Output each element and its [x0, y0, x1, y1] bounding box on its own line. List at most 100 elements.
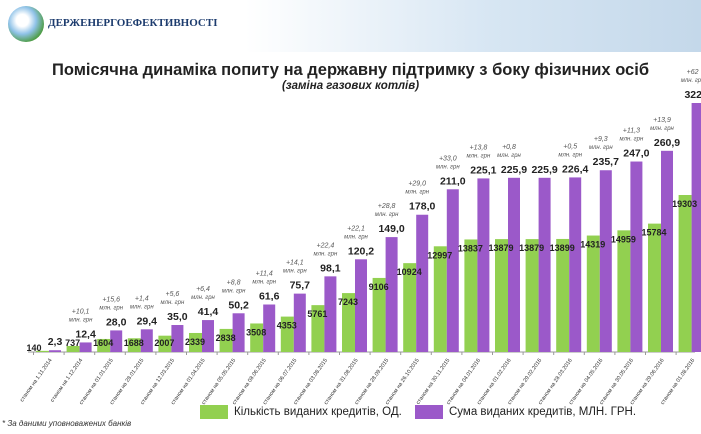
- x-tick-label: станом на 04.01.2016: [446, 358, 482, 406]
- delta-label: +8,8: [227, 279, 241, 286]
- header-band: [0, 0, 701, 52]
- x-tick-label: станом на 05.05.2015: [201, 358, 237, 406]
- sum-label: 225,9: [501, 164, 527, 176]
- delta-unit: млн. грн: [589, 145, 613, 151]
- sum-label: 120,2: [348, 245, 374, 257]
- delta-unit: млн. грн: [681, 78, 701, 84]
- count-label: 14959: [611, 234, 636, 244]
- bar-sum: [691, 103, 701, 352]
- sum-label: 225,1: [470, 164, 496, 176]
- x-tick-label: станом на 06.07.2015: [262, 358, 298, 406]
- delta-unit: млн. грн: [130, 304, 154, 310]
- delta-label: +33,0: [439, 155, 457, 162]
- bar-sum: [355, 259, 367, 352]
- delta-label: +10,1: [72, 308, 90, 315]
- sum-label: 247,0: [623, 148, 649, 160]
- delta-label: +0,5: [563, 143, 577, 150]
- sum-label: 322,9: [684, 89, 701, 101]
- sum-label: 61,6: [259, 290, 280, 302]
- delta-unit: млн. грн: [558, 152, 582, 158]
- delta-label: +13,8: [470, 144, 488, 151]
- sum-label: 226,4: [562, 163, 588, 175]
- sum-label: 28,0: [106, 316, 127, 328]
- count-label: 13899: [550, 243, 575, 253]
- x-tick-label: станом на 01.08.2016: [660, 358, 696, 406]
- count-label: 14319: [580, 240, 605, 250]
- count-label: 4353: [277, 321, 297, 331]
- delta-label: +14,1: [286, 260, 304, 267]
- bar-sum: [263, 304, 276, 352]
- bar-sum: [508, 177, 520, 352]
- bar-sum: [202, 320, 214, 352]
- sum-label: 149,0: [378, 223, 404, 235]
- sum-label: 50,2: [228, 299, 249, 311]
- chart-title: Помісячна динаміка попиту на державну пі…: [51, 61, 650, 79]
- delta-unit: млн. грн: [191, 295, 215, 301]
- x-tick-label: станом на 28.09.2015: [354, 358, 390, 406]
- legend-label: Кількість виданих кредитів, ОД.: [234, 406, 402, 418]
- delta-unit: млн. грн: [252, 279, 276, 285]
- delta-label: +9,3: [594, 136, 608, 143]
- count-label: 13879: [519, 243, 544, 253]
- x-tick-label: станом на 30.05.2016: [599, 358, 635, 406]
- bar-count: [525, 239, 539, 352]
- sum-label: 260,9: [654, 137, 680, 149]
- bar-sum: [293, 293, 306, 352]
- bar-sum: [446, 189, 459, 352]
- delta-unit: млн. грн: [283, 269, 307, 275]
- sum-label: 98,1: [320, 262, 341, 274]
- bar-sum: [324, 276, 337, 352]
- x-tick-label: станом на 29.02.2016: [507, 358, 543, 406]
- legend-label: Сума виданих кредитів, МЛН. ГРН.: [449, 406, 637, 418]
- delta-label: +22,1: [347, 225, 365, 232]
- sum-label: 29,4: [137, 315, 158, 327]
- bar-sum: [140, 329, 153, 352]
- bar-count: [250, 323, 264, 352]
- sum-label: 2,3: [48, 336, 63, 348]
- legend-swatch: [415, 405, 443, 419]
- bar-sum: [49, 350, 61, 352]
- delta-label: +28,8: [378, 203, 396, 210]
- sum-label: 211,0: [440, 175, 466, 187]
- delta-label: +22,4: [317, 242, 335, 249]
- delta-unit: млн. грн: [161, 300, 185, 306]
- delta-unit: млн. грн: [467, 153, 491, 159]
- bar-count: [495, 239, 508, 352]
- bar-sum: [661, 150, 673, 352]
- x-tick-label: станом на 01.01.2015: [78, 358, 114, 406]
- sum-label: 12,4: [75, 328, 96, 340]
- bar-sum: [538, 177, 551, 352]
- bar-count: [189, 332, 202, 352]
- count-label: 2838: [216, 333, 236, 343]
- count-label: 13837: [458, 243, 483, 253]
- bar-sum: [569, 177, 582, 352]
- delta-unit: млн. грн: [620, 137, 644, 143]
- bar-count: [342, 293, 355, 352]
- delta-unit: млн. грн: [650, 126, 674, 132]
- count-label: 1688: [124, 338, 144, 348]
- count-label: 19303: [672, 199, 697, 209]
- bar-count: [586, 235, 600, 352]
- count-label: 9106: [369, 282, 389, 292]
- delta-label: +6,4: [196, 286, 210, 293]
- org-name: ДЕРЖЕНЕРГОЕФЕКТИВНОСТІ: [48, 17, 218, 29]
- sum-label: 225,9: [531, 164, 557, 176]
- bar-sum: [385, 237, 398, 352]
- bar-sum: [232, 313, 245, 352]
- x-tick-label: станом на 12.03.2015: [140, 358, 176, 406]
- count-label: 13879: [488, 243, 513, 253]
- delta-unit: млн. грн: [314, 251, 338, 257]
- chart-subtitle: (заміна газових котлів): [281, 80, 420, 92]
- bar-sum: [171, 325, 184, 352]
- delta-unit: млн. грн: [222, 288, 246, 294]
- bar-count: [648, 223, 661, 352]
- bar-sum: [79, 342, 92, 352]
- x-tick-label: станом на 04.05.2016: [568, 358, 604, 406]
- count-label: 10924: [397, 267, 422, 277]
- count-label: 7243: [338, 297, 358, 307]
- count-label: 140: [26, 343, 41, 353]
- bar-count: [403, 263, 417, 352]
- delta-label: +13,9: [653, 117, 671, 124]
- x-tick-label: станом на 30.11.2015: [415, 358, 451, 406]
